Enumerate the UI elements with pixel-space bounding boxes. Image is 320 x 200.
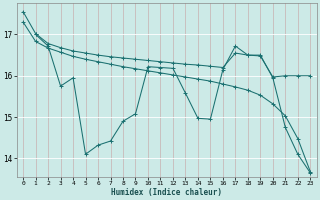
X-axis label: Humidex (Indice chaleur): Humidex (Indice chaleur) <box>111 188 222 197</box>
